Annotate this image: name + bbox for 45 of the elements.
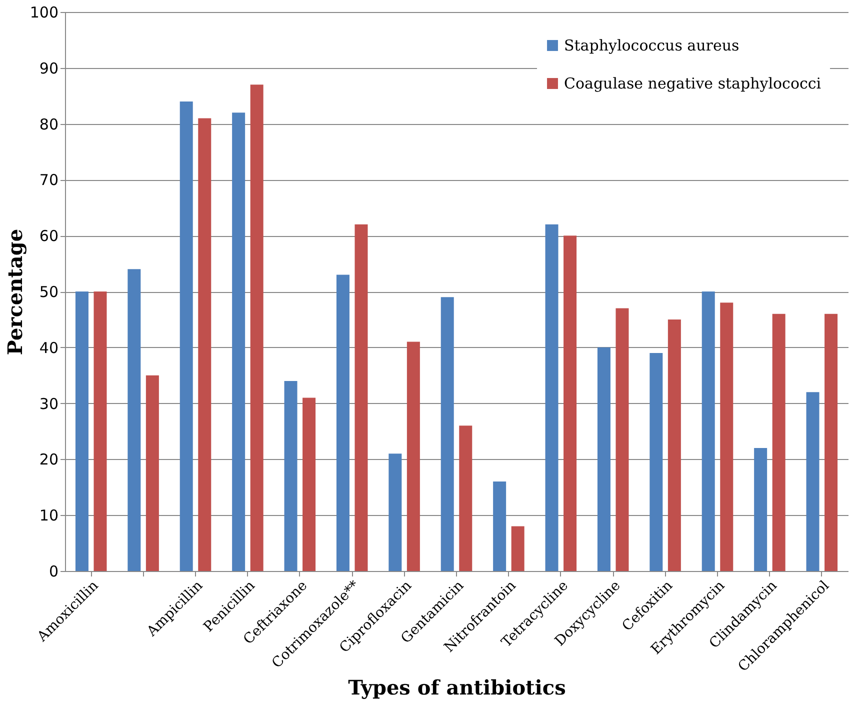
- bar: [440, 297, 454, 571]
- y-tick-label: 60: [39, 227, 58, 246]
- bar: [597, 347, 610, 571]
- y-tick-label: 30: [39, 394, 58, 413]
- bar: [616, 308, 629, 571]
- y-tick-label: 90: [39, 59, 58, 78]
- y-tick-label: 100: [30, 4, 58, 22]
- bar: [198, 118, 212, 571]
- bar: [564, 236, 577, 571]
- legend-label: Staphylococcus aureus: [564, 36, 740, 54]
- bar: [459, 426, 472, 571]
- bar: [772, 314, 786, 571]
- bar: [336, 274, 350, 571]
- bar: [284, 380, 298, 571]
- bar: [824, 314, 838, 571]
- legend-label: Coagulase negative staphylococci: [564, 74, 822, 92]
- bar: [128, 269, 141, 571]
- bar: [354, 224, 368, 571]
- bar: [250, 84, 264, 571]
- bar: [806, 392, 820, 571]
- bar: [388, 454, 402, 571]
- y-axis-title: Percentage: [2, 228, 27, 356]
- y-tick-label: 40: [39, 338, 58, 357]
- bar: [702, 292, 715, 571]
- bar: [650, 352, 663, 571]
- bar: [668, 319, 681, 571]
- y-tick-label: 80: [39, 115, 58, 134]
- bar: [493, 482, 506, 571]
- y-tick-label: 70: [39, 171, 58, 190]
- y-tick-label: 50: [39, 283, 58, 301]
- bar: [406, 342, 420, 571]
- bar: [511, 526, 524, 571]
- bar: [754, 448, 768, 571]
- y-tick-label: 10: [39, 506, 58, 525]
- bar: [146, 375, 159, 571]
- y-tick-label: 20: [39, 450, 58, 469]
- bar: [180, 101, 193, 571]
- bar: [302, 398, 316, 571]
- bar: [94, 292, 107, 571]
- y-tick-label: 0: [48, 562, 58, 580]
- bar: [232, 112, 246, 571]
- bar: [720, 302, 734, 571]
- bar: [75, 292, 88, 571]
- x-axis-title: Types of antibiotics: [348, 675, 566, 700]
- bar: [545, 224, 558, 571]
